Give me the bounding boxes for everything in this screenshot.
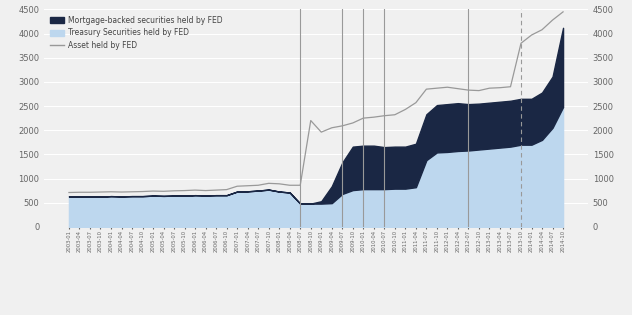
Legend: Mortgage-backed securities held by FED, Treasury Securities held by FED, Asset h: Mortgage-backed securities held by FED, …: [48, 13, 225, 53]
